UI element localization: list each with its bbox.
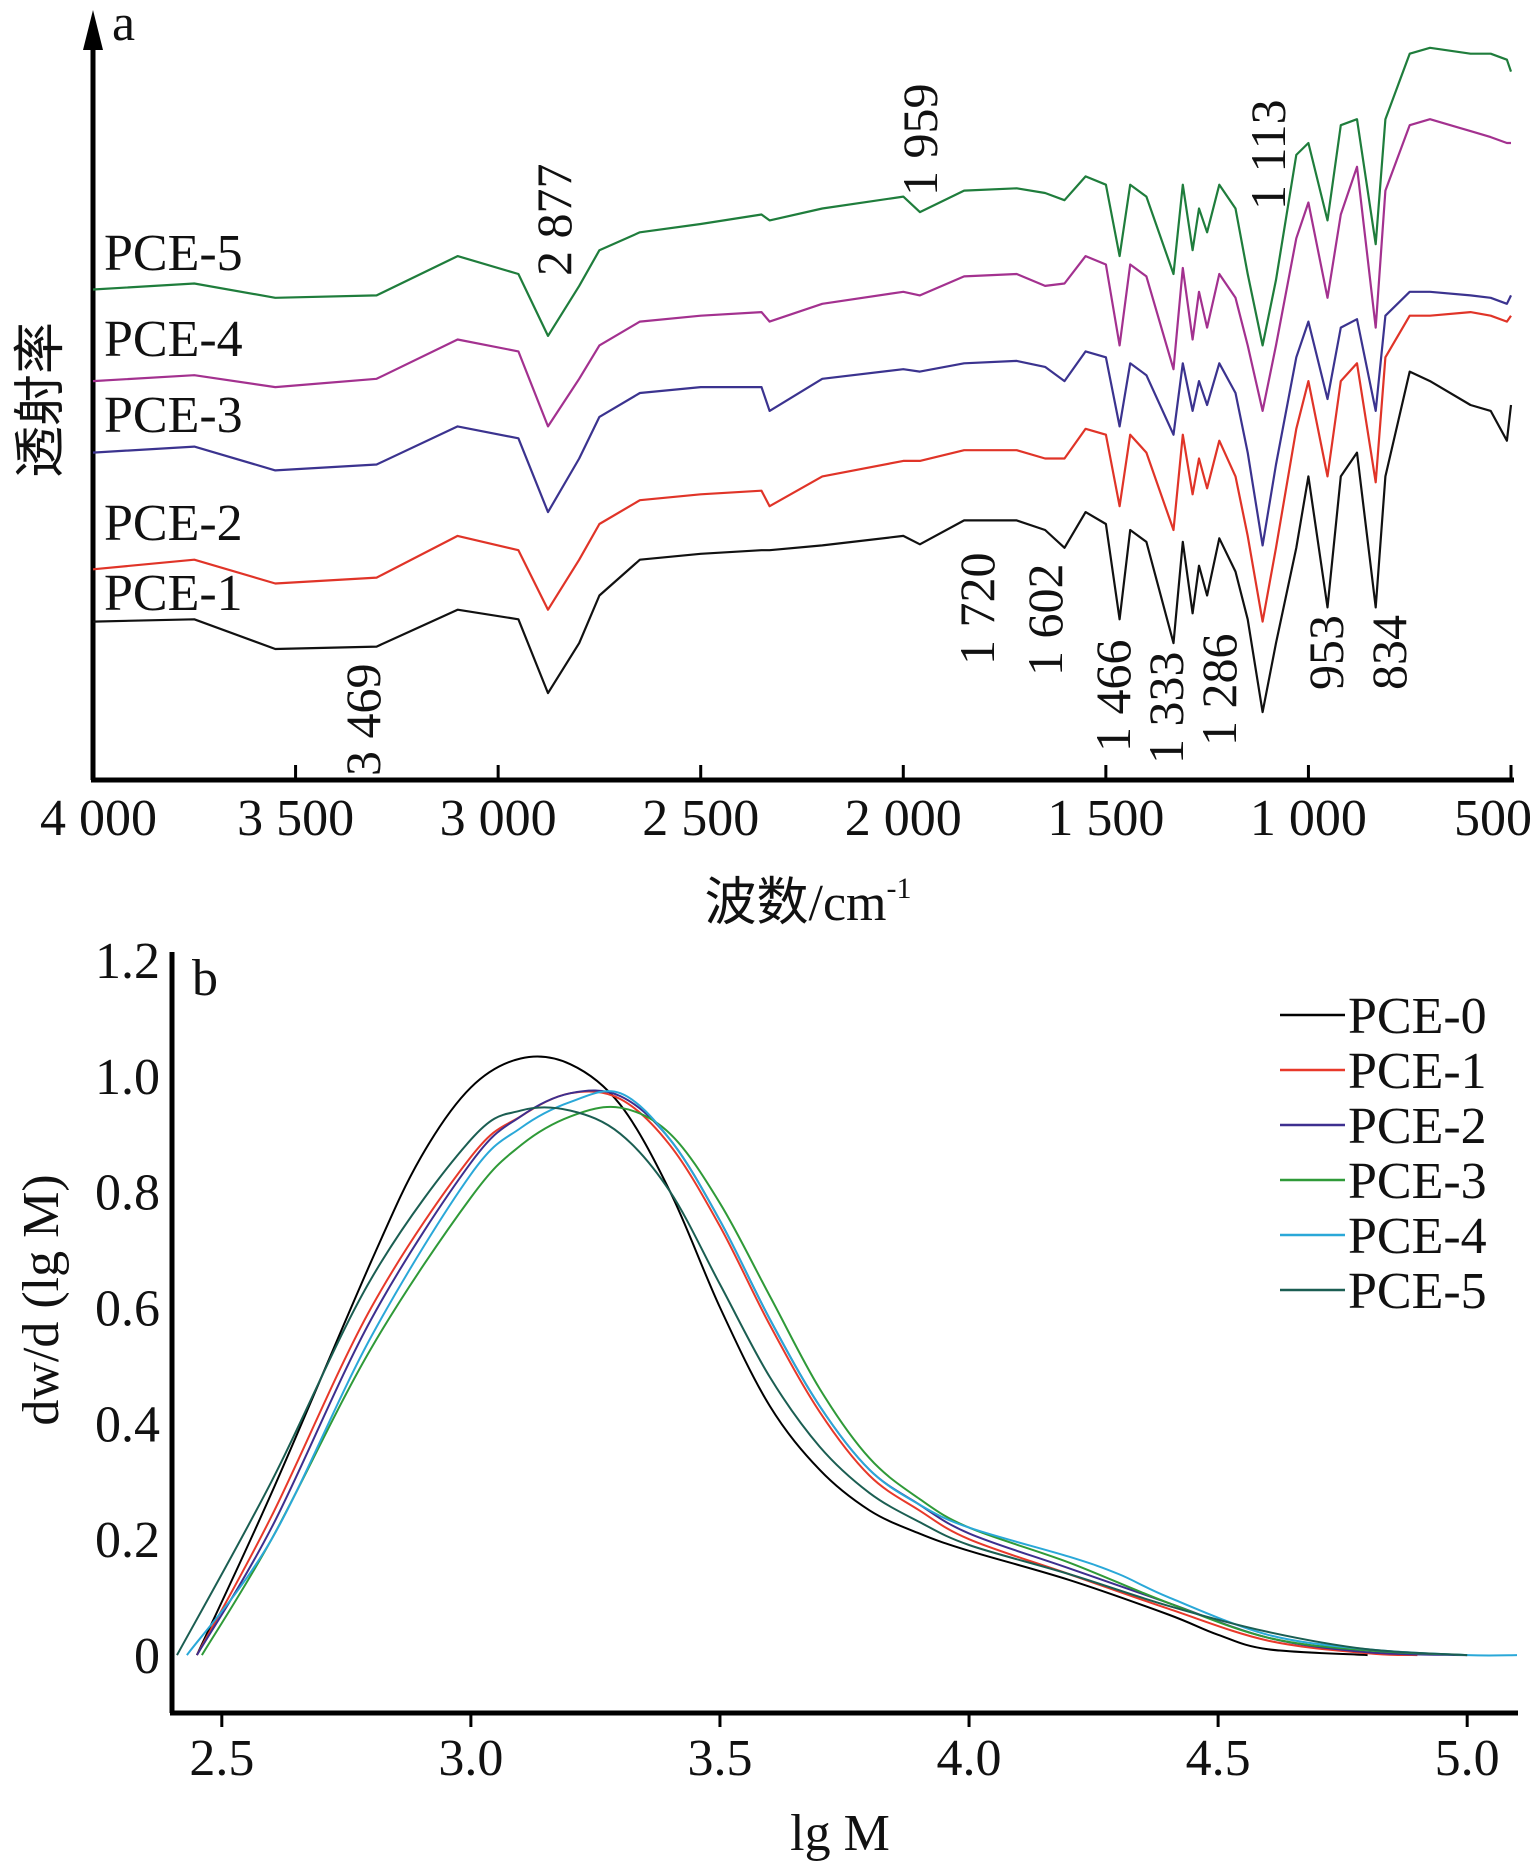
spectrum-pce-1 [92, 370, 1513, 714]
y-tick-label: 0.6 [95, 1281, 160, 1338]
y-tick-label: 0.2 [95, 1512, 160, 1569]
curve-pce-4 [186, 1090, 1518, 1657]
series-label-pce-4: PCE-4 [104, 311, 243, 368]
panel-b-mw-distribution: b dw/d (lg M) lg M 2.5 3.0 3.5 4.0 4.5 5.0 0 0.… [13, 933, 1518, 1862]
y-axis-arrow-icon [83, 10, 103, 50]
spectrum-pce-4 [92, 118, 1511, 428]
peak-annotation: 1 286 [1191, 634, 1247, 747]
panel-a-label: a [112, 0, 135, 52]
x-tick-label: 4.5 [1186, 1730, 1251, 1787]
legend-item-pce-0: PCE-0 [1280, 988, 1487, 1045]
series-label-pce-5: PCE-5 [104, 225, 243, 282]
peak-annotation: 834 [1361, 615, 1417, 690]
x-tick-label: 4 000 [40, 790, 157, 847]
spectrum-pce-5 [92, 46, 1513, 347]
panel-a-x-title: 波数/cm-1 [705, 872, 912, 932]
peak-annotation: 1 113 [1240, 99, 1296, 210]
legend-label: PCE-5 [1348, 1263, 1487, 1320]
legend-item-pce-4: PCE-4 [1280, 1208, 1487, 1265]
peak-annotation: 1 466 [1085, 640, 1141, 753]
y-title-text: dw/d (lg M) [13, 1174, 70, 1425]
x-tick-label: 2 500 [642, 790, 759, 847]
y-tick-label: 1.0 [95, 1049, 160, 1106]
spectrum-pce-2 [92, 311, 1512, 623]
peak-annotation: 1 333 [1138, 652, 1194, 765]
curve-pce-0 [195, 1055, 1368, 1657]
series-label-pce-2: PCE-2 [104, 495, 243, 552]
curve-pce-5 [176, 1106, 1468, 1657]
x-title-main: 波数/cm [705, 875, 887, 932]
legend-label: PCE-0 [1348, 988, 1487, 1045]
legend-item-pce-2: PCE-2 [1280, 1098, 1487, 1155]
y-tick-label: 0.8 [95, 1165, 160, 1222]
series-label-pce-3: PCE-3 [104, 387, 243, 444]
legend-item-pce-3: PCE-3 [1280, 1153, 1487, 1210]
y-tick-label: 1.2 [95, 933, 160, 990]
x-tick-label: 3.5 [687, 1730, 752, 1787]
legend-item-pce-5: PCE-5 [1280, 1263, 1487, 1320]
x-tick-label: 2 000 [845, 790, 962, 847]
peak-annotation: 1 602 [1017, 564, 1073, 677]
panel-b-x-title: lg M [790, 1805, 890, 1862]
spectrum-pce-3 [92, 290, 1512, 547]
series-label-pce-1: PCE-1 [104, 565, 243, 622]
panel-a-y-title: 透射率 [13, 322, 70, 478]
legend-label: PCE-3 [1348, 1153, 1487, 1210]
peak-annotation: 3 469 [335, 664, 391, 777]
y-tick-label: 0 [134, 1628, 160, 1685]
x-title-sup: -1 [886, 872, 911, 905]
peak-annotation: 2 877 [526, 164, 582, 277]
y-tick-label: 0.4 [95, 1396, 160, 1453]
x-tick-label: 3 500 [237, 790, 354, 847]
x-tick-label: 2.5 [189, 1730, 254, 1787]
peak-annotation: 953 [1298, 615, 1354, 690]
legend-label: PCE-1 [1348, 1043, 1487, 1100]
panel-a-ir-spectra: a 透射率 波数/cm-1 4 000 3 500 3 000 2 500 2 000 1… [13, 0, 1532, 932]
curve-pce-3 [201, 1105, 1468, 1657]
curve-pce-2 [196, 1089, 1468, 1657]
peak-annotation: 1 959 [892, 84, 948, 197]
panel-b-label: b [192, 950, 218, 1007]
x-tick-label: 1 500 [1047, 790, 1164, 847]
legend-label: PCE-2 [1348, 1098, 1487, 1155]
legend-item-pce-1: PCE-1 [1280, 1043, 1487, 1100]
x-tick-label: 3.0 [438, 1730, 503, 1787]
x-tick-label: 4.0 [937, 1730, 1002, 1787]
x-tick-label: 5.0 [1435, 1730, 1500, 1787]
peak-annotation: 1 720 [949, 553, 1005, 666]
curve-pce-1 [196, 1090, 1418, 1657]
panel-b-y-title: dw/d (lg M) [13, 1174, 70, 1425]
x-tick-label: 1 000 [1250, 790, 1367, 847]
x-tick-label: 3 000 [440, 790, 557, 847]
legend-label: PCE-4 [1348, 1208, 1487, 1265]
x-tick-label: 500 [1454, 790, 1532, 847]
